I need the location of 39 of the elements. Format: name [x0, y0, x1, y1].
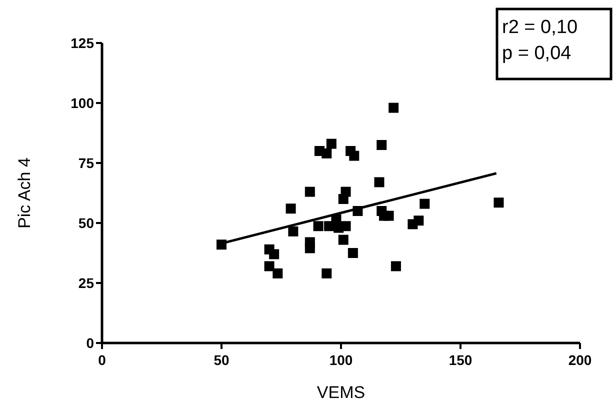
point: [338, 234, 348, 245]
point: [304, 243, 315, 254]
y-tick-label: 25: [78, 274, 94, 291]
y-tick-label: 100: [70, 94, 94, 111]
point: [349, 150, 360, 161]
point: [376, 140, 387, 150]
point: [340, 221, 351, 232]
point: [390, 261, 401, 272]
point: [269, 249, 280, 260]
point: [288, 226, 298, 236]
text: r2 = 0,10: [502, 17, 578, 38]
x-tick-label: 50: [214, 352, 230, 368]
y-tick-label: 75: [78, 154, 94, 171]
x-axis-title: VEMS: [316, 383, 366, 402]
point: [264, 261, 274, 272]
y-tick-label: 125: [70, 34, 94, 51]
point: [414, 216, 424, 226]
y-tick-label: 0: [86, 334, 94, 351]
point: [340, 186, 351, 197]
point: [326, 138, 336, 149]
point: [388, 102, 399, 113]
x-tick-label: 150: [448, 352, 472, 368]
annotation: p = 0,04: [502, 43, 572, 64]
point: [286, 204, 296, 214]
point: [313, 221, 324, 232]
point: [322, 268, 332, 278]
point: [304, 186, 315, 197]
x-tick-label: 200: [568, 352, 592, 368]
point: [272, 268, 283, 278]
point: [420, 198, 430, 209]
point: [374, 177, 384, 188]
x-tick-label: 0: [98, 352, 106, 368]
y-tick-label: 50: [78, 214, 94, 231]
point: [348, 248, 358, 258]
y-axis-title: Pic Ach 4: [15, 158, 34, 228]
point: [494, 198, 504, 208]
point: [384, 210, 394, 221]
point: [322, 148, 332, 158]
x-tick-label: 100: [329, 352, 353, 368]
